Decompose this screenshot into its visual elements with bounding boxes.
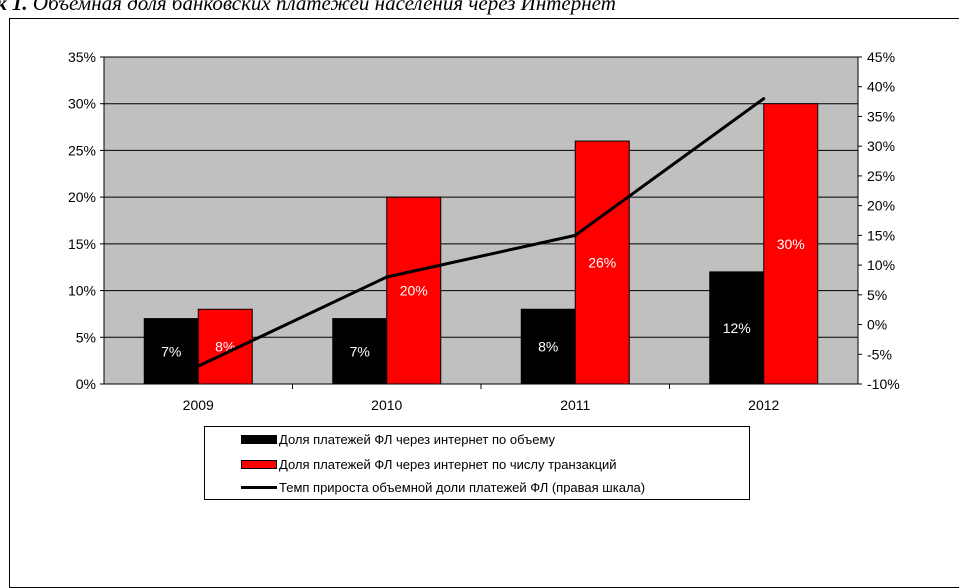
y2-tick-label: 40% — [867, 79, 895, 95]
legend-label-volume: Доля платежей ФЛ через интернет по объем… — [279, 431, 556, 447]
growth-point — [573, 233, 577, 237]
legend-item-growth: Темп прироста объемной доли платежей ФЛ … — [241, 478, 645, 496]
y2-tick-label: 25% — [867, 168, 895, 184]
bar — [709, 271, 765, 385]
y-tick-label: 25% — [68, 142, 96, 158]
y-tick-label: 15% — [68, 236, 96, 252]
chart-svg: 0% 5% 10% 15% 20% 25% 30% 35% -10% -5% 0% 5% 10% 15% 2… — [68, 49, 900, 413]
data-label: 8% — [538, 339, 558, 355]
legend-swatch-volume — [241, 434, 277, 444]
data-label: 30% — [777, 236, 805, 252]
data-label: 7% — [161, 343, 181, 359]
y-tick-label: 20% — [68, 189, 96, 205]
y-tick-label: 10% — [68, 283, 96, 299]
bar — [574, 140, 630, 385]
x-tick-label: 2009 — [183, 397, 214, 413]
bar — [197, 308, 253, 385]
bar — [386, 196, 442, 385]
y2-tick-label: -10% — [867, 376, 900, 392]
y2-tick-label: 5% — [867, 287, 887, 303]
caption-prefix: к 1. — [0, 0, 28, 15]
data-label: 20% — [400, 283, 428, 299]
caption-text: Объемная доля банковских платежей населе… — [27, 0, 616, 15]
bar — [143, 318, 199, 385]
legend-label-transactions: Доля платежей ФЛ через интернет по числу… — [279, 456, 617, 472]
y2-tick-label: 15% — [867, 227, 895, 243]
y2-tick-label: 20% — [867, 198, 895, 214]
x-tick-label: 2011 — [560, 397, 590, 413]
legend-item-volume: Доля платежей ФЛ через интернет по объем… — [241, 430, 555, 448]
bar — [520, 308, 576, 385]
y-tick-label: 5% — [76, 329, 96, 345]
y-tick-label: 35% — [68, 49, 96, 65]
growth-line — [197, 97, 765, 368]
bar — [763, 103, 819, 385]
bar — [332, 318, 388, 385]
y2-tick-label: 30% — [867, 138, 895, 154]
data-label: 12% — [723, 320, 751, 336]
data-label: 7% — [350, 343, 370, 359]
legend-label-growth: Темп прироста объемной доли платежей ФЛ … — [279, 479, 646, 495]
y2-tick-label: 0% — [867, 317, 887, 333]
y-tick-label: 0% — [76, 376, 96, 392]
y2-tick-label: -5% — [867, 346, 892, 362]
x-tick-label: 2012 — [748, 397, 779, 413]
growth-point — [385, 275, 389, 279]
chart-caption: к 1. Объемная доля банковских платежей н… — [0, 0, 616, 16]
growth-point — [762, 97, 766, 101]
y-tick-label: 30% — [68, 96, 96, 112]
legend-swatch-transactions — [241, 459, 277, 469]
legend-swatch-growth — [241, 485, 277, 489]
growth-point — [196, 364, 200, 368]
data-label: 26% — [588, 255, 616, 271]
y2-tick-label: 35% — [867, 108, 895, 124]
x-tick-label: 2010 — [371, 397, 402, 413]
y2-tick-label: 45% — [867, 49, 895, 65]
y2-tick-label: 10% — [867, 257, 895, 273]
legend-item-transactions: Доля платежей ФЛ через интернет по числу… — [241, 455, 617, 473]
legend: Доля платежей ФЛ через интернет по объем… — [204, 426, 750, 500]
